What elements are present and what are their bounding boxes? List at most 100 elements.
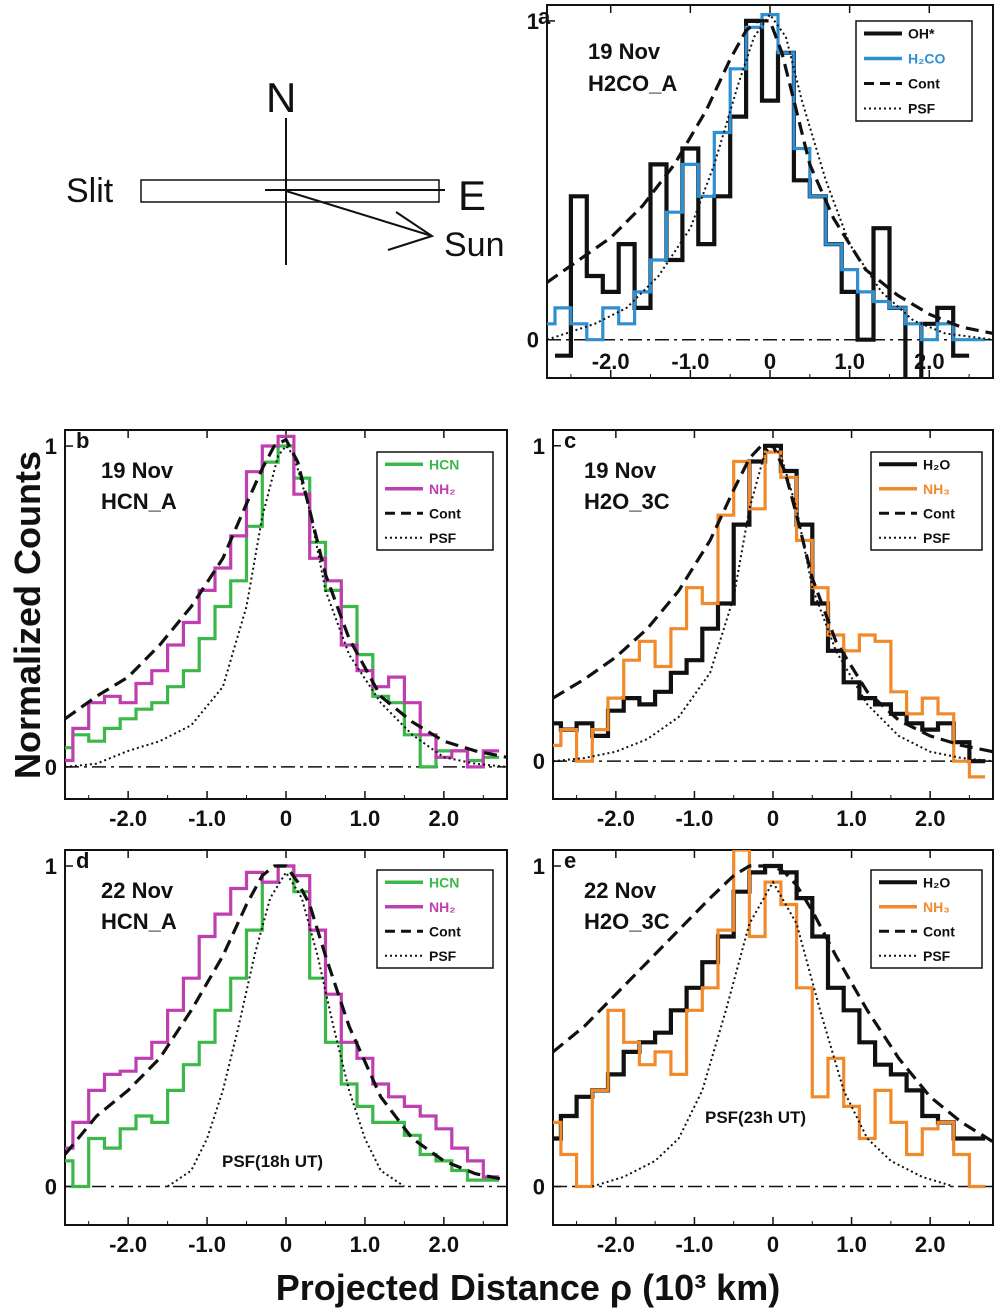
panel-e-ytick-label: 0 bbox=[533, 1175, 545, 1200]
panel-e-legend-label: Cont bbox=[923, 923, 955, 939]
panel-e-annotation: 22 Nov bbox=[584, 878, 657, 903]
panel-e-legend-label: PSF bbox=[923, 948, 951, 964]
panel-c-letter: c bbox=[564, 428, 576, 453]
panel-a-ytick-label: 1 bbox=[527, 9, 539, 34]
panel-b-xtick-label: 0 bbox=[280, 806, 292, 831]
panel-b-legend-label: NH₂ bbox=[429, 481, 455, 497]
slit-label: Slit bbox=[66, 172, 114, 210]
panel-e-series-group bbox=[553, 850, 993, 1189]
panel-b-legend: HCN NH₂ Cont PSF bbox=[376, 451, 494, 551]
panel-a-annotation: H2CO_A bbox=[588, 71, 677, 96]
panel-c-xtick-label: 1.0 bbox=[836, 806, 867, 831]
panel-a-legend: OH* H₂CO Cont PSF bbox=[855, 20, 973, 122]
panel-e-legend-label: H₂O bbox=[923, 874, 950, 890]
panel-b-annotation: HCN_A bbox=[101, 489, 177, 514]
panel-b-xtick-label: -1.0 bbox=[188, 806, 226, 831]
panel-d-legend-label: HCN bbox=[429, 874, 459, 890]
panel-b-legend-label: Cont bbox=[429, 505, 461, 521]
panel-b-ytick-label: 0 bbox=[45, 755, 57, 780]
panel-d-xtick-label: 0 bbox=[280, 1232, 292, 1257]
panel-b-xtick-label: -2.0 bbox=[109, 806, 147, 831]
panel-c-annotation: H2O_3C bbox=[584, 489, 670, 514]
panel-d-series-cont bbox=[65, 864, 507, 1182]
panel-c-ytick-label: 0 bbox=[533, 749, 545, 774]
panel-e-annotation: H2O_3C bbox=[584, 909, 670, 934]
panel-c-xtick-label: 2.0 bbox=[915, 806, 946, 831]
panel-e-legend-label: NH₃ bbox=[923, 899, 950, 915]
panel-d-xtick-label: 1.0 bbox=[350, 1232, 381, 1257]
panel-c-legend-box bbox=[870, 451, 983, 551]
north-label: N bbox=[266, 74, 296, 121]
panel-a-series-psf bbox=[547, 12, 993, 341]
panel-b-series-psf bbox=[65, 444, 507, 768]
panel-e-legend: H₂O NH₃ Cont PSF bbox=[870, 869, 983, 969]
panel-c-series-psf bbox=[553, 444, 993, 763]
panel-a: a -2.0 -1.0 0 1.0 2.0 0 1 19 Nov H2CO_A OH* H₂CO Con… bbox=[527, 4, 994, 379]
panel-d-xtick-label: 2.0 bbox=[429, 1232, 460, 1257]
panel-d-xtick-label: -2.0 bbox=[109, 1232, 147, 1257]
panel-e-xtick-label: -2.0 bbox=[597, 1232, 635, 1257]
sun-label: Sun bbox=[444, 226, 505, 264]
panel-e-legend-box bbox=[870, 869, 983, 969]
panel-c-xtick-label: -2.0 bbox=[597, 806, 635, 831]
panel-a-letter: a bbox=[538, 4, 551, 29]
panel-e-xtick-label: 0 bbox=[767, 1232, 779, 1257]
panel-d-legend-label: PSF bbox=[429, 948, 457, 964]
sun-direction-line bbox=[285, 190, 433, 237]
panel-b-legend-label: PSF bbox=[429, 530, 457, 546]
panel-d-xtick-label: -1.0 bbox=[188, 1232, 226, 1257]
panel-d: d -2.0 -1.0 0 1.0 2.0 0 1 22 Nov HCN_A PSF(18h UT)… bbox=[45, 848, 508, 1257]
panel-d-letter: d bbox=[76, 848, 89, 873]
sun-arrow-head bbox=[387, 211, 435, 251]
panel-d-annotation: HCN_A bbox=[101, 909, 177, 934]
panel-a-ytick-label: 0 bbox=[527, 328, 539, 353]
east-label: E bbox=[458, 172, 486, 219]
panel-c-series-group bbox=[553, 443, 993, 779]
panel-a-xtick-label: -2.0 bbox=[592, 349, 630, 374]
panel-c: c -2.0 -1.0 0 1.0 2.0 0 1 19 Nov H2O_3C H₂O NH₃ Cont… bbox=[533, 428, 994, 831]
panel-e: e -2.0 -1.0 0 1.0 2.0 0 1 22 Nov H2O_3C PSF(23h UT… bbox=[533, 848, 994, 1257]
panel-b-letter: b bbox=[76, 428, 89, 453]
panel-c-legend-label: NH₃ bbox=[923, 481, 950, 497]
panel-d-series-group bbox=[65, 864, 507, 1189]
panel-a-xtick-label: 2.0 bbox=[914, 349, 945, 374]
panel-a-xtick-label: -1.0 bbox=[671, 349, 709, 374]
x-axis-label: Projected Distance ρ (10³ km) bbox=[276, 1267, 780, 1308]
panel-a-legend-label: Cont bbox=[908, 76, 940, 92]
panel-e-letter: e bbox=[564, 848, 576, 873]
panel-e-xtick-label: 1.0 bbox=[836, 1232, 867, 1257]
panel-a-xtick-label: 1.0 bbox=[834, 349, 865, 374]
panel-c-xtick-label: 0 bbox=[767, 806, 779, 831]
panel-d-psf-note: PSF(18h UT) bbox=[222, 1152, 323, 1171]
panel-e-series-psf bbox=[592, 880, 954, 1188]
panel-c-legend-label: PSF bbox=[923, 530, 951, 546]
panel-e-series-cont bbox=[553, 864, 993, 1144]
panel-c-annotation: 19 Nov bbox=[584, 458, 657, 483]
panel-b-ytick-label: 1 bbox=[45, 434, 57, 459]
panel-e-xtick-label: -1.0 bbox=[675, 1232, 713, 1257]
panel-d-legend-label: NH₂ bbox=[429, 899, 455, 915]
panel-a-legend-label: OH* bbox=[908, 26, 935, 42]
panel-e-series-ho bbox=[553, 863, 986, 1141]
panel-c-legend-label: H₂O bbox=[923, 456, 950, 472]
panel-c-xtick-label: -1.0 bbox=[675, 806, 713, 831]
panel-d-ytick-label: 0 bbox=[45, 1175, 57, 1200]
panel-a-series-cont bbox=[547, 19, 993, 335]
panel-b-xtick-label: 2.0 bbox=[429, 806, 460, 831]
panel-a-series-group bbox=[547, 12, 993, 378]
panel-a-annotation: 19 Nov bbox=[588, 39, 661, 64]
panel-c-legend-label: Cont bbox=[923, 505, 955, 521]
orientation-sketch: N E Sun Slit bbox=[66, 74, 505, 265]
panel-b-annotation: 19 Nov bbox=[101, 458, 174, 483]
panel-c-series-nh bbox=[553, 450, 986, 779]
panel-d-legend: HCN NH₂ Cont PSF bbox=[376, 869, 494, 969]
panel-b-series-nh bbox=[65, 434, 500, 769]
panel-d-series-psf bbox=[167, 870, 405, 1188]
panel-e-ytick-label: 1 bbox=[533, 854, 545, 879]
panel-b: b -2.0 -1.0 0 1.0 2.0 0 1 19 Nov HCN_A HCN NH₂ Cont P… bbox=[45, 428, 508, 831]
panel-d-legend-box bbox=[376, 869, 494, 969]
panel-d-ytick-label: 1 bbox=[45, 854, 57, 879]
panel-c-ytick-label: 1 bbox=[533, 434, 545, 459]
panel-a-legend-box bbox=[855, 20, 973, 122]
